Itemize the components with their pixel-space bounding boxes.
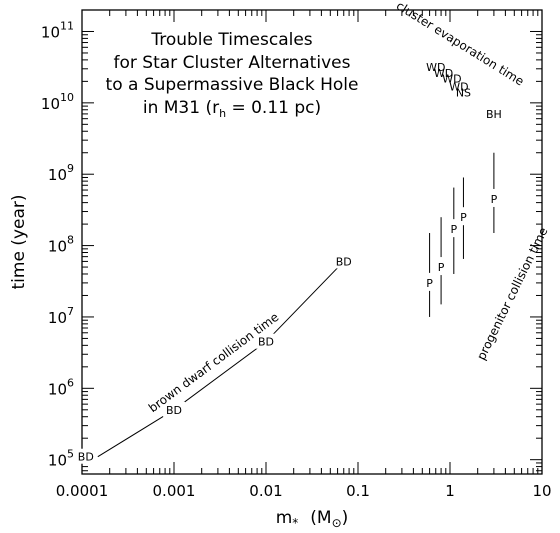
y-tick-base: 10 — [41, 23, 60, 41]
progenitor-label: P — [460, 211, 467, 224]
y-tick-base: 10 — [48, 166, 67, 184]
progenitor-label: P — [491, 193, 498, 206]
axis-tick-labels: 0.0001 0.001 0.01 0.1 1 101051061071081091010… — [41, 19, 552, 500]
title-line-1: Trouble Timescales — [150, 30, 312, 50]
y-tick-label: 105 — [48, 448, 74, 470]
x-axis-label-sub: * — [292, 516, 298, 530]
evaporation-label: WD — [449, 80, 468, 93]
bd-curve-segment — [265, 261, 345, 343]
x-axis-label: m* (M⊙) — [276, 508, 349, 530]
bd-curve-segment — [173, 341, 267, 411]
bd-point-label: BD — [166, 404, 182, 417]
bd-point-label: BD — [336, 255, 352, 268]
x-tick-label: 0.1 — [346, 482, 370, 500]
y-tick-exponent: 5 — [67, 448, 74, 461]
title-line-4-pre: in M31 (r — [143, 98, 219, 118]
bd-curve-segment — [97, 409, 175, 458]
chart-title: Trouble Timescales for Star Cluster Alte… — [106, 30, 359, 120]
x-tick-label: 1 — [445, 482, 455, 500]
x-axis-label-unit-symbol: ⊙ — [332, 516, 342, 530]
evaporation-label: BH — [486, 108, 502, 121]
y-tick-base: 10 — [48, 380, 67, 398]
bd-label-bg — [255, 333, 277, 349]
evaporation-label: WD — [426, 61, 445, 74]
x-axis-label-main: m — [276, 508, 293, 528]
title-line-4-sub: h — [219, 107, 226, 120]
y-tick-exponent: 10 — [60, 91, 74, 104]
y-axis-label: time (year) — [9, 194, 29, 289]
x-tick-label: 0.001 — [153, 482, 196, 500]
y-tick-exponent: 8 — [67, 234, 74, 247]
progenitor-annotation: progenitor collision time — [474, 225, 550, 362]
x-tick-label: 0.0001 — [56, 482, 109, 500]
y-tick-base: 10 — [48, 238, 67, 256]
bd-point-label: BD — [78, 451, 94, 464]
y-tick-label: 109 — [48, 162, 74, 184]
y-tick-base: 10 — [48, 452, 67, 470]
bd-label-bg — [163, 401, 185, 417]
bd-annotation: brown dwarf collision time — [146, 310, 281, 415]
progenitor-label: P — [438, 261, 445, 274]
y-tick-base: 10 — [48, 309, 67, 327]
title-line-3: to a Supermassive Black Hole — [106, 75, 359, 95]
progenitor-label: P — [426, 277, 433, 290]
y-tick-exponent: 11 — [60, 19, 74, 32]
title-line-4-post: = 0.11 pc) — [226, 98, 321, 118]
progenitor-label: P — [450, 223, 457, 236]
axis-ticks — [81, 9, 543, 474]
plot-frame — [81, 9, 543, 475]
x-tick-label: 0.01 — [249, 482, 282, 500]
evaporation-label: NS — [456, 86, 471, 99]
x-axis-label-unit: (M — [310, 508, 331, 528]
y-tick-base: 10 — [41, 95, 60, 113]
y-tick-label: 1011 — [41, 19, 74, 41]
y-tick-exponent: 9 — [67, 162, 74, 175]
y-tick-exponent: 6 — [67, 376, 74, 389]
y-tick-exponent: 7 — [67, 305, 74, 318]
y-tick-label: 106 — [48, 376, 74, 398]
evaporation-label: WD — [442, 72, 461, 85]
y-tick-label: 107 — [48, 305, 74, 327]
x-axis-label-close: ) — [342, 508, 349, 528]
evaporation-label: WD — [434, 67, 453, 80]
y-tick-label: 108 — [48, 234, 74, 256]
title-line-2: for Star Cluster Alternatives — [114, 53, 351, 73]
x-tick-label: 10 — [532, 482, 551, 500]
y-tick-label: 1010 — [41, 91, 74, 113]
bd-label-bg — [74, 448, 97, 464]
title-line-4: in M31 (rh = 0.11 pc) — [143, 98, 321, 120]
bd-point-label: BD — [258, 336, 274, 349]
bd-label-bg — [332, 253, 355, 269]
